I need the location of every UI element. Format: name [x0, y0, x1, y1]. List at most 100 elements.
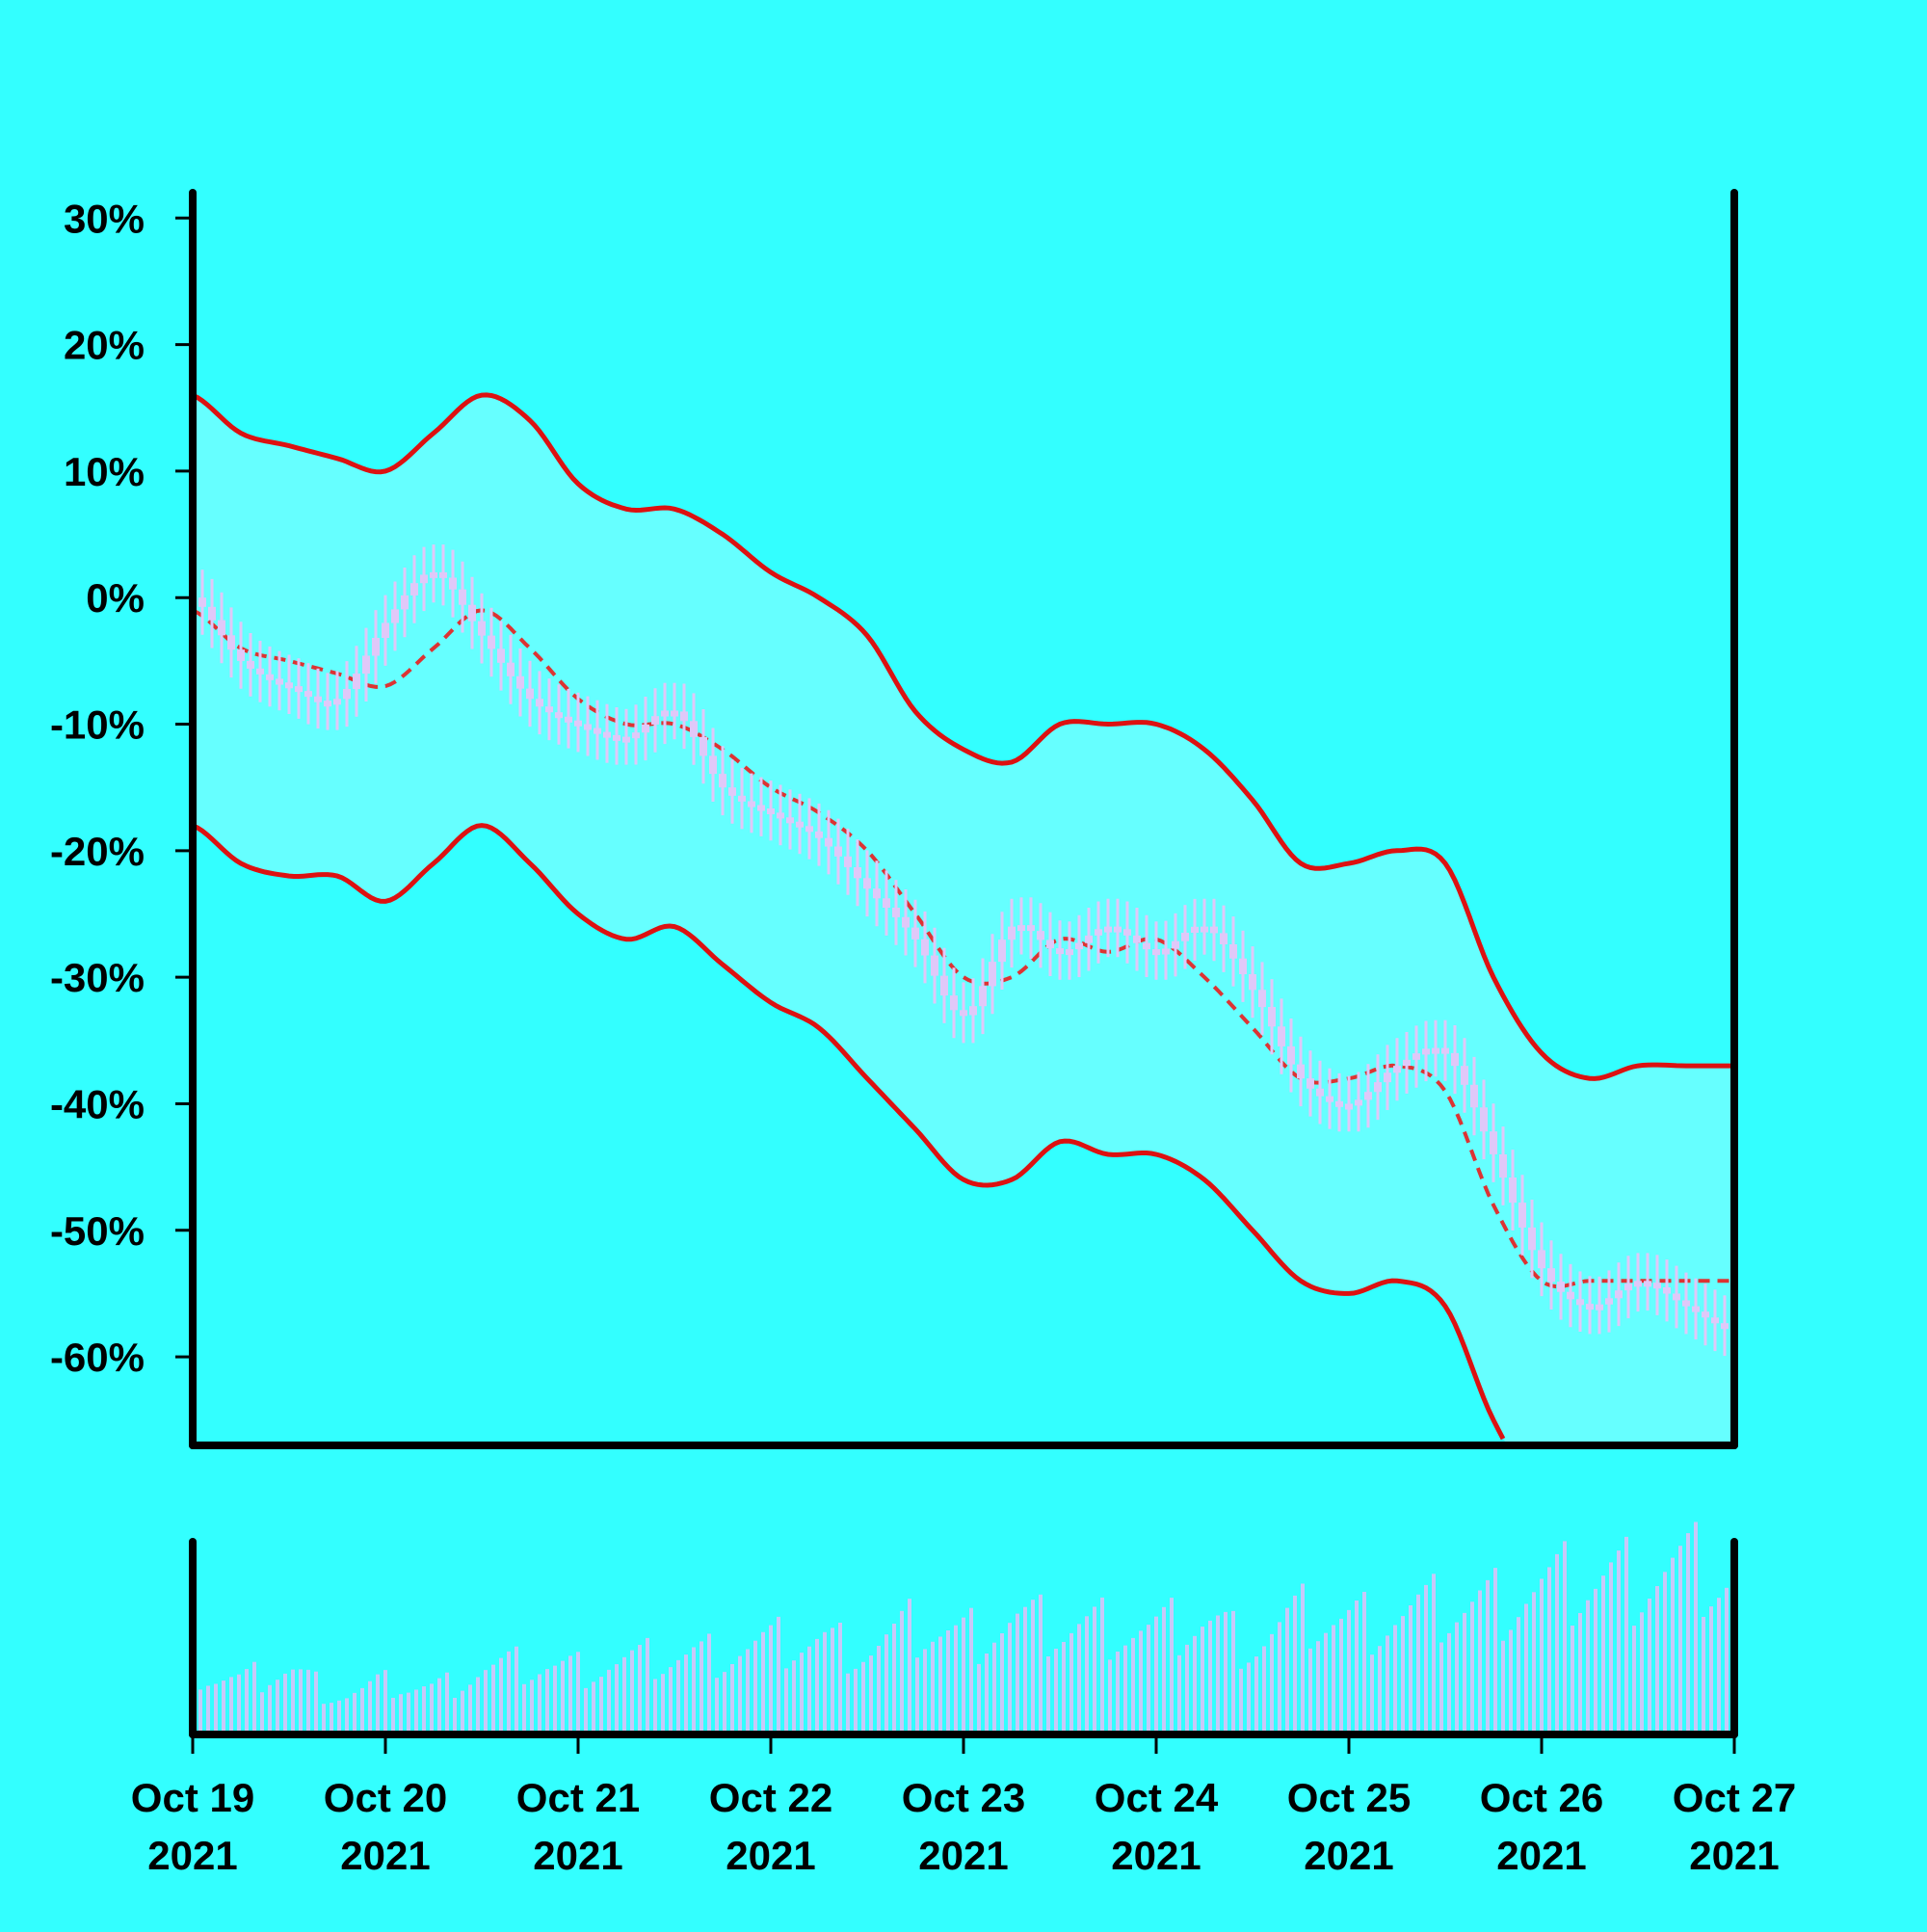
volume-bar: [1093, 1606, 1096, 1734]
x-tick-label-date: Oct 20: [324, 1775, 447, 1820]
volume-bar: [407, 1692, 410, 1734]
candle-body: [969, 1006, 977, 1016]
volume-bar: [1517, 1617, 1520, 1734]
volume-bar: [1231, 1610, 1235, 1734]
y-tick-label: 10%: [64, 449, 145, 494]
volume-bar: [198, 1689, 202, 1734]
candle-body: [372, 638, 380, 656]
volume-bar: [1378, 1646, 1382, 1734]
candle-body: [198, 597, 206, 607]
candle-body: [1210, 926, 1218, 934]
candle-body: [863, 878, 871, 889]
volume-bar: [229, 1677, 233, 1734]
candle-body: [1249, 974, 1256, 991]
y-tick-label: -40%: [50, 1081, 145, 1126]
candle-body: [979, 986, 987, 1007]
candle-body: [314, 696, 322, 702]
volume-bar: [1239, 1668, 1243, 1734]
volume-bar: [283, 1673, 287, 1734]
candle-body: [834, 846, 842, 857]
volume-bar: [299, 1669, 303, 1734]
candle-body: [1075, 942, 1083, 950]
volume-bar: [1424, 1584, 1428, 1734]
candle-body: [777, 812, 784, 819]
y-tick-label: -50%: [50, 1208, 145, 1254]
candle-body: [844, 856, 852, 867]
volume-bar: [931, 1641, 935, 1734]
volume-bar: [700, 1641, 703, 1734]
candle-body: [227, 635, 235, 650]
volume-bar: [414, 1689, 418, 1734]
volume-bar: [1008, 1623, 1012, 1734]
volume-bar: [1262, 1646, 1266, 1734]
volume-bar: [1671, 1557, 1675, 1734]
volume-bar: [877, 1646, 881, 1734]
candle-body: [883, 898, 890, 908]
candle-body: [1557, 1282, 1565, 1292]
volume-bar: [507, 1651, 511, 1734]
band-fill: [193, 394, 1734, 1445]
volume-bar: [1678, 1546, 1682, 1734]
candle-body: [1721, 1323, 1729, 1330]
volume-bar: [1301, 1583, 1305, 1734]
candle-body: [805, 826, 813, 833]
volume-bar: [676, 1659, 680, 1734]
candle-body: [362, 655, 370, 675]
candle-body: [796, 821, 804, 828]
volume-bar: [584, 1687, 588, 1734]
volume-bar: [769, 1625, 773, 1734]
candle-body: [1287, 1045, 1295, 1065]
candle-body: [651, 716, 659, 725]
candle-body: [1567, 1291, 1574, 1300]
candle-body: [1663, 1287, 1671, 1294]
x-tick-label-year: 2021: [1689, 1833, 1779, 1878]
volume-bar: [337, 1700, 341, 1734]
volume-bar: [1031, 1600, 1035, 1734]
volume-bar: [807, 1646, 811, 1734]
volume-bar: [661, 1674, 665, 1734]
volume-bar: [723, 1672, 726, 1734]
volume-bar: [268, 1684, 272, 1734]
candle-body: [1258, 990, 1266, 1008]
candle-body: [449, 577, 457, 590]
volume-bar: [1224, 1611, 1227, 1734]
candle-body: [1143, 942, 1150, 950]
candles-layer: [198, 544, 1738, 1360]
candle-body: [1046, 940, 1054, 949]
x-tick-label-date: Oct 19: [131, 1775, 254, 1820]
candle-body: [902, 916, 910, 928]
candle-body: [1461, 1066, 1468, 1085]
candle-body: [430, 571, 437, 578]
volume-bar: [908, 1599, 911, 1734]
volume-bar: [707, 1633, 711, 1734]
candle-body: [998, 940, 1006, 963]
candle-body: [603, 731, 611, 738]
volume-bar: [1139, 1630, 1143, 1734]
candle-body: [1393, 1066, 1401, 1073]
candle-body: [343, 689, 351, 700]
volume-bar: [815, 1638, 819, 1734]
volume-bar: [1632, 1626, 1636, 1734]
candle-body: [391, 609, 399, 623]
volume-bar: [545, 1669, 549, 1734]
volume-bar: [484, 1670, 488, 1734]
candle-body: [1114, 926, 1122, 933]
volume-bar: [260, 1692, 264, 1734]
volume-bar: [353, 1692, 356, 1734]
candle-body: [786, 817, 794, 824]
volume-bar: [1370, 1654, 1374, 1734]
candle-body: [1307, 1078, 1314, 1089]
volume-bar: [1455, 1622, 1459, 1734]
candle-body: [1422, 1048, 1430, 1055]
volume-bar: [461, 1690, 464, 1734]
candle-body: [1384, 1072, 1391, 1083]
volume-bar: [615, 1664, 619, 1734]
volume-bar: [607, 1669, 611, 1734]
x-tick-label-year: 2021: [918, 1833, 1008, 1878]
candle-body: [1586, 1304, 1594, 1310]
volume-bar: [954, 1625, 958, 1734]
candle-body: [516, 675, 524, 689]
candle-body: [1095, 929, 1102, 936]
volume-bar: [1185, 1644, 1189, 1734]
